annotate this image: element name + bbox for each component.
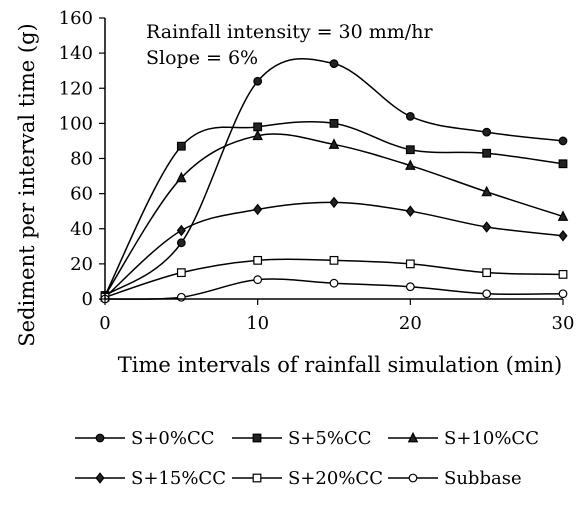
data-point	[481, 185, 492, 197]
data-point	[329, 255, 339, 265]
data-point	[253, 203, 263, 216]
series-layer	[99, 57, 569, 304]
series-line	[104, 258, 564, 298]
data-point	[405, 111, 415, 121]
data-point	[558, 159, 568, 169]
data-point	[405, 259, 415, 269]
legend-label: S+5%CC	[288, 428, 372, 449]
series-1	[100, 57, 568, 300]
data-point	[405, 205, 415, 217]
y-tick-label: 160	[59, 8, 93, 29]
data-point	[482, 289, 492, 299]
y-tick-label: 100	[59, 113, 93, 134]
legend-label: Subbase	[444, 468, 522, 489]
legend-marker	[252, 433, 262, 443]
legend-marker	[95, 433, 105, 443]
series-line	[104, 133, 564, 296]
data-point	[328, 138, 340, 149]
data-point	[253, 255, 263, 265]
data-point	[405, 282, 415, 292]
data-point	[252, 129, 263, 141]
legend-marker	[95, 472, 105, 484]
data-point	[329, 59, 339, 69]
data-point	[176, 238, 186, 248]
data-point	[176, 224, 186, 237]
data-point	[405, 159, 416, 170]
legend-item: S+10%CC	[388, 428, 539, 449]
x-tick-label: 20	[399, 313, 422, 334]
annotation-slope: Slope = 6%	[146, 47, 258, 69]
y-tick-label: 20	[70, 254, 93, 275]
legend-item: S+20%CC	[232, 468, 383, 489]
data-point	[482, 127, 492, 137]
legend-item: Subbase	[388, 468, 522, 489]
legend-item: S+15%CC	[75, 468, 226, 489]
y-tick-label: 140	[59, 43, 93, 64]
data-point	[329, 278, 339, 288]
x-tick-label: 10	[246, 313, 269, 334]
data-point	[482, 268, 492, 278]
y-tick-label: 40	[70, 219, 93, 240]
legend-item: S+0%CC	[75, 428, 215, 449]
data-point	[558, 289, 568, 299]
data-point	[253, 275, 263, 285]
data-point	[558, 230, 568, 242]
data-point	[482, 221, 492, 233]
y-tick-label: 60	[70, 184, 93, 205]
data-point	[329, 196, 339, 209]
data-point	[176, 141, 186, 151]
y-axis-title: Sediment per interval time (g)	[15, 23, 39, 346]
data-point	[405, 145, 415, 155]
series-6	[100, 275, 568, 304]
legend-marker	[407, 431, 419, 443]
legend-label: S+0%CC	[131, 428, 215, 449]
data-point	[558, 136, 568, 146]
data-point	[557, 210, 569, 221]
legend: S+0%CC S+5%CC S+10%CC S+15%CC S+20%CC Subbase	[75, 428, 539, 489]
data-point	[176, 171, 187, 183]
legend-label: S+10%CC	[444, 428, 539, 449]
data-point	[558, 270, 568, 279]
legend-marker	[252, 473, 262, 483]
legend-item: S+5%CC	[232, 428, 372, 449]
data-point	[329, 118, 339, 128]
x-tick-label: 30	[552, 313, 575, 334]
data-point	[482, 148, 492, 158]
data-point	[176, 292, 186, 302]
y-tick-label: 120	[59, 78, 93, 99]
data-point	[253, 76, 263, 86]
y-tick-label: 0	[82, 289, 93, 310]
legend-marker	[408, 473, 418, 483]
x-axis-title: Time intervals of rainfall simulation (m…	[118, 353, 562, 377]
y-tick-label: 80	[70, 149, 93, 170]
annotation-intensity: Rainfall intensity = 30 mm/hr	[146, 21, 433, 43]
legend-label: S+15%CC	[131, 468, 226, 489]
axis-layer: 0 20 40 60 80 100 120 140 160 0 10 20 30	[59, 8, 575, 334]
series-3	[99, 129, 569, 300]
data-point	[176, 268, 186, 278]
legend-label: S+20%CC	[288, 468, 383, 489]
x-tick-label: 0	[99, 313, 110, 334]
